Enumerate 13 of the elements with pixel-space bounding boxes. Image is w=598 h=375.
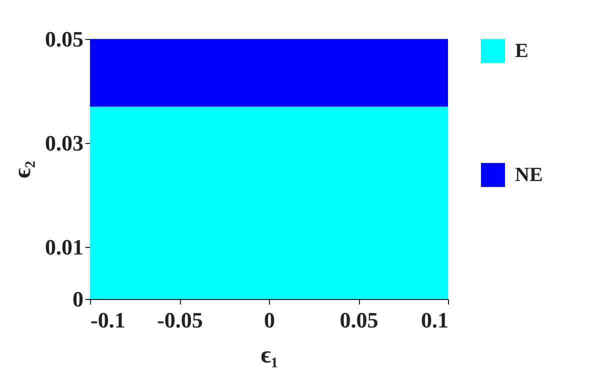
- x-tick-label: -0.1: [90, 308, 126, 332]
- y-axis-title: ϵ₂: [10, 160, 36, 178]
- legend-label: E: [515, 40, 528, 62]
- x-tick-label: -0.05: [157, 308, 203, 332]
- x-tick-label: 0.1: [421, 308, 448, 332]
- x-tick-label: 0.05: [340, 308, 378, 332]
- x-tick-label: 0: [264, 308, 275, 332]
- y-tick-label: 0.01: [45, 234, 84, 260]
- y-tick-label: 0.05: [45, 26, 84, 52]
- x-axis-title: ϵ₁: [260, 342, 278, 368]
- y-tick-label: 0: [72, 286, 84, 312]
- legend-label: NE: [515, 164, 543, 186]
- y-tick-label: 0.03: [45, 130, 84, 156]
